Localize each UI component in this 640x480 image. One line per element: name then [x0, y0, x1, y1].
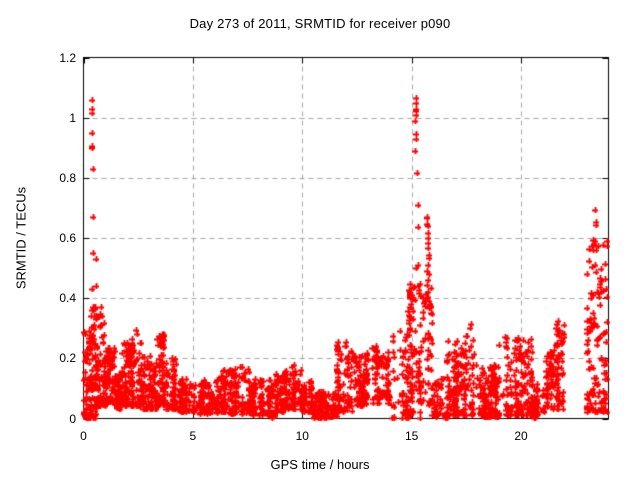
y-tick-label: 1.2 — [59, 50, 76, 65]
x-tick-label: 5 — [189, 429, 197, 443]
x-tick-label: 0 — [80, 429, 87, 443]
y-tick-label: 0.4 — [59, 291, 76, 306]
x-axis-label: GPS time / hours — [270, 457, 370, 472]
y-tick-label: 0.2 — [59, 351, 76, 366]
y-tick-label: 0.8 — [59, 170, 76, 185]
y-tick-label: 0 — [69, 411, 76, 426]
x-tick-label: 20 — [514, 429, 528, 443]
y-tick-label: 1 — [69, 110, 76, 125]
y-tick-label: 0.6 — [59, 231, 76, 245]
x-tick-label: 10 — [295, 429, 309, 443]
x-tick-label: 15 — [404, 429, 419, 443]
chart-title: Day 273 of 2011, SRMTID for receiver p09… — [189, 16, 451, 31]
